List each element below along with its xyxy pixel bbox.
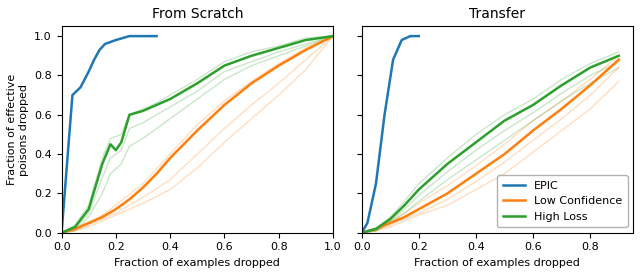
X-axis label: Fraction of examples dropped: Fraction of examples dropped (115, 258, 280, 268)
Y-axis label: Fraction of effective
poisons dropped: Fraction of effective poisons dropped (7, 74, 29, 185)
Title: Transfer: Transfer (469, 7, 525, 21)
Legend: EPIC, Low Confidence, High Loss: EPIC, Low Confidence, High Loss (497, 175, 627, 227)
X-axis label: Fraction of examples dropped: Fraction of examples dropped (415, 258, 580, 268)
Title: From Scratch: From Scratch (152, 7, 243, 21)
